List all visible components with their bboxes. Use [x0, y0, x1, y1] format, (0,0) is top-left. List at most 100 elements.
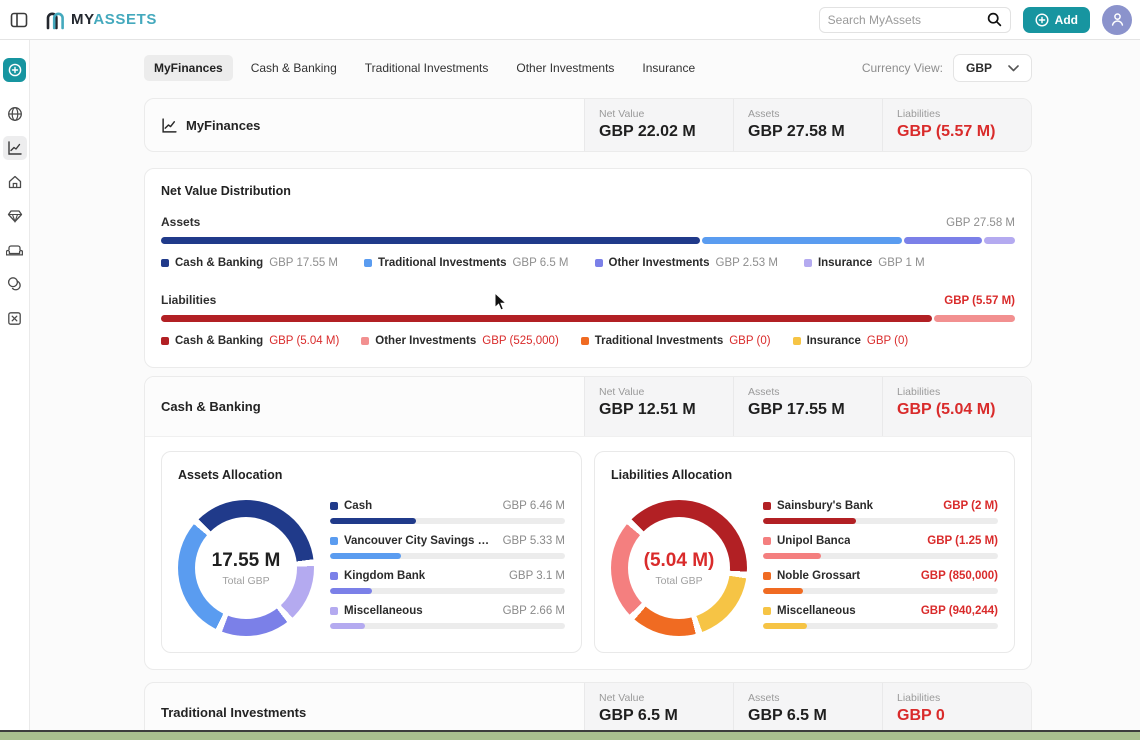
liabilities-bar-total: GBP (5.57 M): [944, 295, 1015, 307]
donut-total-value: (5.04 M): [643, 549, 715, 571]
legend-row: Kingdom Bank GBP 3.1 M: [330, 570, 565, 594]
bar-segment-insurance[interactable]: [983, 237, 1015, 244]
bottom-edge-strip: [0, 730, 1140, 740]
donut-total-value: 17.55 M: [211, 549, 281, 571]
liabilities-cell: Liabilities GBP (5.57 M): [882, 99, 1031, 151]
sidebar-add-button[interactable]: [3, 58, 26, 82]
tab-bar: MyFinances Cash & Banking Traditional In…: [144, 54, 1032, 82]
distribution-title: Net Value Distribution: [161, 184, 291, 198]
legend-swatch: [161, 259, 169, 267]
sidebar-item-home[interactable]: [3, 170, 27, 194]
legend-row: Cash GBP 6.46 M: [330, 500, 565, 524]
legend-swatch: [763, 571, 771, 580]
liabilities-value: GBP (5.57 M): [897, 123, 996, 140]
legend-swatch: [803, 259, 812, 267]
sofa-icon: [6, 244, 23, 256]
legend-item: Traditional Investments GBP (0): [580, 335, 771, 347]
user-avatar[interactable]: [1102, 4, 1132, 35]
liabilities-allocation-card: Liabilities Allocation (5.04 M) Total GB…: [594, 451, 1015, 653]
search-icon[interactable]: [987, 12, 1002, 27]
value-meter: [763, 622, 998, 629]
net-value: GBP 12.51 M: [599, 401, 696, 418]
tab-myfinances[interactable]: MyFinances: [144, 55, 233, 81]
liabilities-bar-label: Liabilities: [161, 293, 217, 307]
donut-total-label: Total GBP: [655, 574, 703, 587]
liabilities-value: GBP (5.04 M): [897, 401, 996, 418]
tab-cash-banking[interactable]: Cash & Banking: [250, 61, 337, 75]
value-meter: [763, 517, 998, 524]
legend-item: Insurance GBP (0): [792, 335, 908, 347]
assets-donut-chart[interactable]: 17.55 M Total GBP: [178, 500, 314, 636]
sidebar-item-myfinances[interactable]: [2, 136, 27, 160]
sidebar-toggle-icon[interactable]: [10, 11, 28, 29]
legend-item: Cash & Banking GBP 17.55 M: [161, 257, 338, 269]
search-box[interactable]: [818, 6, 1011, 33]
section-title: MyFinances: [186, 117, 261, 133]
assets-allocation-card: Assets Allocation 17.55 M Total GBP: [161, 451, 582, 653]
value-meter: [330, 517, 565, 524]
section-title: Cash & Banking: [161, 399, 261, 414]
liabilities-stacked-bar: [161, 315, 1015, 322]
legend-swatch: [364, 259, 373, 267]
legend-row: Sainsbury's Bank GBP (2 M): [763, 500, 998, 524]
search-input[interactable]: [827, 12, 987, 27]
legend-swatch: [361, 337, 370, 345]
net-value-cell: Net Value GBP 22.02 M: [584, 99, 733, 151]
sidebar-item-valuables[interactable]: [3, 204, 27, 228]
sidebar-item-lifestyle[interactable]: [3, 238, 27, 262]
line-chart-icon: [7, 141, 22, 155]
legend-swatch: [763, 606, 771, 615]
line-chart-icon: [162, 117, 177, 133]
legend-item: Other Investments GBP 2.53 M: [594, 257, 778, 269]
legend-swatch: [763, 501, 771, 510]
bar-segment-cash-banking[interactable]: [161, 315, 933, 322]
box-x-icon: [8, 311, 21, 325]
assets-bar-total: GBP 27.58 M: [946, 217, 1015, 229]
net-value: GBP 6.5 M: [599, 707, 678, 724]
assets-stacked-bar: [161, 237, 1015, 244]
myfinances-summary-card: MyFinances Net Value GBP 22.02 M Assets …: [144, 98, 1032, 152]
assets-cell: Assets GBP 6.5 M: [733, 683, 882, 740]
main-content: MyFinances Cash & Banking Traditional In…: [30, 40, 1140, 740]
left-sidebar: [0, 40, 30, 740]
bar-segment-traditional[interactable]: [702, 237, 902, 244]
net-value-cell: Net Value GBP 12.51 M: [584, 377, 733, 436]
bar-segment-other[interactable]: [934, 315, 1015, 322]
legend-row: Miscellaneous GBP 2.66 M: [330, 605, 565, 629]
legend-item: Insurance GBP 1 M: [803, 257, 925, 269]
donut-total-label: Total GBP: [222, 574, 270, 587]
value-meter: [330, 552, 565, 559]
sidebar-item-globe[interactable]: [3, 102, 27, 126]
currency-select[interactable]: GBP: [952, 54, 1032, 82]
assets-value: GBP 27.58 M: [748, 123, 845, 140]
legend-swatch: [330, 606, 338, 615]
add-button[interactable]: Add: [1022, 6, 1090, 33]
assets-bar-label: Assets: [161, 215, 201, 229]
legend-swatch: [594, 259, 603, 267]
assets-legend: Cash & Banking GBP 17.55 M Traditional In…: [161, 257, 1015, 269]
brand-text: MYASSETS: [71, 11, 157, 28]
allocation-title: Assets Allocation: [178, 468, 283, 482]
plus-circle-icon: [8, 63, 21, 77]
value-meter: [330, 622, 565, 629]
top-bar: MYASSETS Add: [0, 0, 1140, 40]
net-value-cell: Net Value GBP 6.5 M: [584, 683, 733, 740]
sidebar-item-holdings[interactable]: [3, 272, 27, 296]
legend-swatch: [792, 337, 801, 345]
net-value-distribution-card: Net Value Distribution Assets GBP 27.58 …: [144, 168, 1032, 368]
cash-banking-card: Cash & Banking Net Value GBP 12.51 M Ass…: [144, 376, 1032, 670]
gem-icon: [7, 210, 22, 224]
brand-logo[interactable]: MYASSETS: [44, 9, 157, 31]
tab-other-investments[interactable]: Other Investments: [516, 61, 615, 75]
myassets-logo-icon: [46, 12, 64, 29]
tab-traditional-investments[interactable]: Traditional Investments: [364, 61, 489, 75]
currency-view-label: Currency View:: [861, 61, 943, 75]
bar-segment-other[interactable]: [903, 237, 982, 244]
assets-cell: Assets GBP 17.55 M: [733, 377, 882, 436]
sidebar-item-closed[interactable]: [3, 306, 27, 330]
value-meter: [763, 587, 998, 594]
liabilities-legend: Cash & Banking GBP (5.04 M) Other Investm…: [161, 335, 1015, 347]
tab-insurance[interactable]: Insurance: [642, 61, 696, 75]
bar-segment-cash-banking[interactable]: [161, 237, 701, 244]
liabilities-donut-chart[interactable]: (5.04 M) Total GBP: [611, 500, 747, 636]
